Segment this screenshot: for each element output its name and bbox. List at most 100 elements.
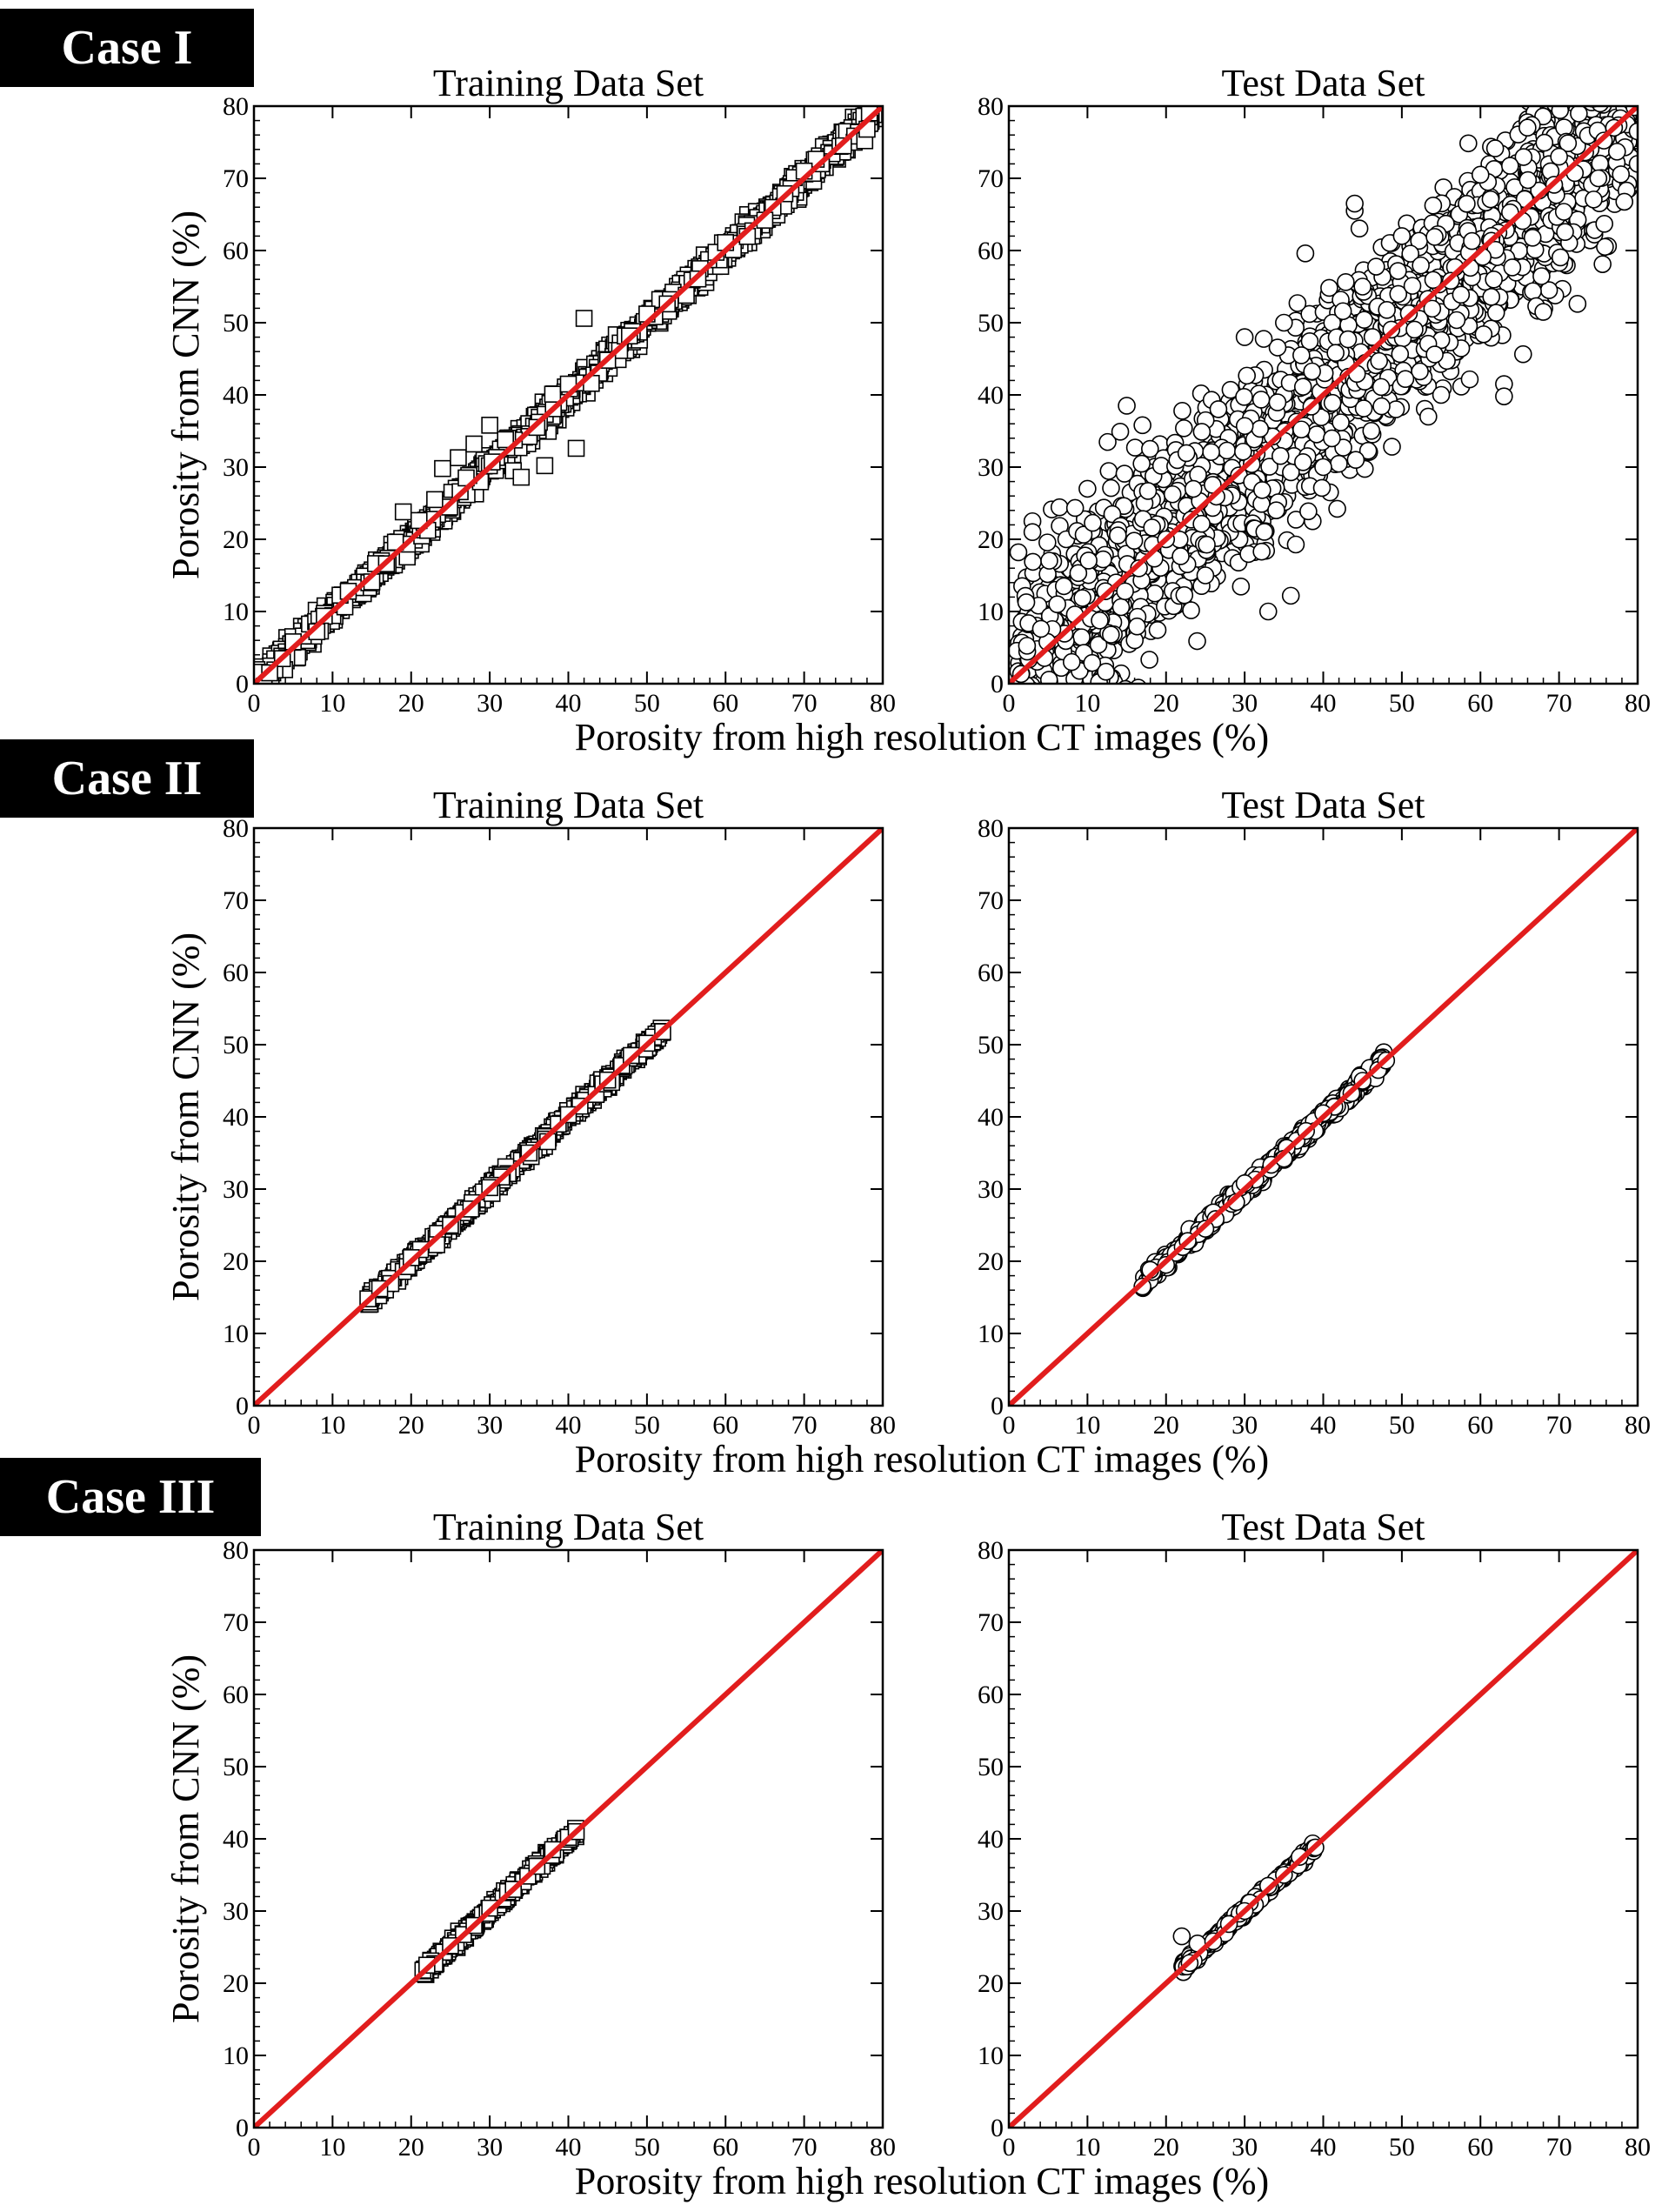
y-tick-label: 20 bbox=[223, 1247, 249, 1276]
x-tick-label: 80 bbox=[870, 689, 896, 718]
scatter-point bbox=[1065, 498, 1085, 518]
y-tick-label: 40 bbox=[223, 1103, 249, 1132]
scatter-point bbox=[1418, 407, 1438, 426]
scatter-point bbox=[1452, 285, 1471, 304]
chart-panel-4: Test Data Set 00 10 10 20 20 30 30 40 40 50 50 60 60 7… bbox=[575, 784, 1651, 1480]
x-tick-label: 60 bbox=[712, 689, 738, 718]
scatter-point bbox=[1338, 330, 1358, 349]
scatter-point bbox=[1171, 547, 1190, 565]
scatter-point bbox=[1128, 617, 1146, 636]
scatter-point bbox=[1626, 84, 1643, 101]
scatter-point bbox=[1386, 400, 1405, 418]
scatter-point bbox=[1125, 531, 1144, 551]
scatter-point bbox=[1296, 244, 1315, 263]
x-tick-label: 50 bbox=[1389, 1411, 1415, 1440]
x-tick-label: 30 bbox=[477, 689, 503, 718]
data-point bbox=[1063, 652, 1081, 672]
chart-title: Test Data Set bbox=[1222, 784, 1425, 826]
scatter-point bbox=[1593, 88, 1610, 104]
y-tick-label: 40 bbox=[223, 1825, 249, 1854]
scatter-point bbox=[1596, 237, 1614, 257]
scatter-point bbox=[1551, 248, 1570, 267]
scatter-point bbox=[1268, 338, 1287, 357]
x-tick-label: 10 bbox=[1074, 1411, 1100, 1440]
data-point bbox=[1550, 147, 1568, 166]
x-tick-label: 80 bbox=[870, 1411, 896, 1440]
plot-frame bbox=[1007, 104, 1639, 685]
y-tick-label: 10 bbox=[223, 1320, 249, 1348]
scatter-point bbox=[1326, 344, 1345, 363]
scatter-point bbox=[1401, 244, 1420, 263]
x-tick-label: 40 bbox=[556, 2133, 582, 2162]
scatter-point bbox=[1069, 564, 1088, 583]
scatter-point bbox=[1192, 514, 1211, 533]
scatter-point bbox=[1084, 513, 1102, 532]
data-point bbox=[1534, 303, 1552, 321]
scatter-point bbox=[1605, 61, 1622, 77]
scatter-point bbox=[1626, 75, 1643, 91]
scatter-point bbox=[1184, 479, 1203, 498]
scatter-point bbox=[1613, 62, 1630, 78]
scatter-point bbox=[1312, 478, 1332, 498]
x-tick-label: 10 bbox=[319, 2133, 345, 2162]
data-point bbox=[1345, 194, 1364, 213]
data-point bbox=[1235, 328, 1254, 346]
scatter-point bbox=[1099, 462, 1118, 480]
x-tick-label: 0 bbox=[1003, 689, 1016, 718]
y-tick-label: 70 bbox=[978, 886, 1004, 915]
plot-frame bbox=[252, 104, 884, 685]
scatter-point bbox=[1079, 551, 1098, 570]
scatter-point bbox=[1253, 481, 1272, 499]
scatter-point bbox=[1333, 302, 1352, 321]
scatter-point bbox=[1292, 346, 1311, 364]
scatter-point bbox=[1460, 370, 1479, 389]
scatter-point bbox=[1425, 345, 1444, 364]
data-point bbox=[497, 431, 515, 449]
scatter-point bbox=[1143, 518, 1161, 537]
scatter-point bbox=[1148, 620, 1167, 639]
scatter-point bbox=[1358, 441, 1378, 460]
scatter-point bbox=[1485, 139, 1505, 157]
scatter-point bbox=[1288, 294, 1307, 312]
scatter-point bbox=[1481, 190, 1500, 209]
y-tick-label: 50 bbox=[223, 309, 249, 337]
y-tick-label: 50 bbox=[223, 1031, 249, 1059]
data-point bbox=[410, 511, 428, 530]
scatter-point bbox=[1556, 223, 1574, 241]
scatter-point bbox=[1009, 543, 1028, 562]
scatter-point bbox=[1612, 50, 1629, 66]
y-tick-label: 20 bbox=[978, 525, 1004, 554]
scatter-point bbox=[1040, 551, 1058, 570]
scatter-point bbox=[1320, 278, 1338, 297]
x-tick-label: 40 bbox=[1311, 1411, 1337, 1440]
scatter-point bbox=[1252, 542, 1271, 561]
scatter-point bbox=[1019, 700, 1036, 717]
data-point bbox=[1023, 523, 1042, 542]
scatter-point bbox=[1463, 231, 1481, 251]
scatter-point bbox=[1626, 49, 1643, 65]
scatter-point bbox=[1330, 454, 1348, 473]
scatter-point bbox=[1138, 482, 1158, 500]
scatter-point bbox=[1629, 44, 1645, 61]
scatter-point bbox=[1424, 196, 1443, 215]
scatter-point bbox=[1173, 402, 1191, 420]
scatter-point bbox=[1378, 300, 1396, 319]
x-tick-label: 70 bbox=[1546, 1411, 1572, 1440]
x-tick-label: 20 bbox=[398, 689, 424, 718]
x-tick-label: 50 bbox=[634, 2133, 660, 2162]
y-tick-label: 80 bbox=[978, 814, 1004, 843]
scatter-point bbox=[1111, 423, 1130, 441]
y-tick-label: 10 bbox=[223, 2042, 249, 2070]
scatter-point bbox=[1595, 214, 1613, 233]
scatter-point bbox=[1622, 78, 1639, 95]
data-point bbox=[426, 491, 444, 509]
y-tick-label: 50 bbox=[978, 1031, 1004, 1059]
scatter-point bbox=[1050, 498, 1069, 517]
scatter-point bbox=[1383, 438, 1401, 456]
chart-title: Training Data Set bbox=[433, 1506, 704, 1548]
y-tick-label: 30 bbox=[223, 453, 249, 482]
scatter-point bbox=[1532, 267, 1551, 285]
scatter-point bbox=[1513, 344, 1532, 364]
scatter-point bbox=[1294, 453, 1312, 471]
plot-frame bbox=[1007, 826, 1639, 1407]
